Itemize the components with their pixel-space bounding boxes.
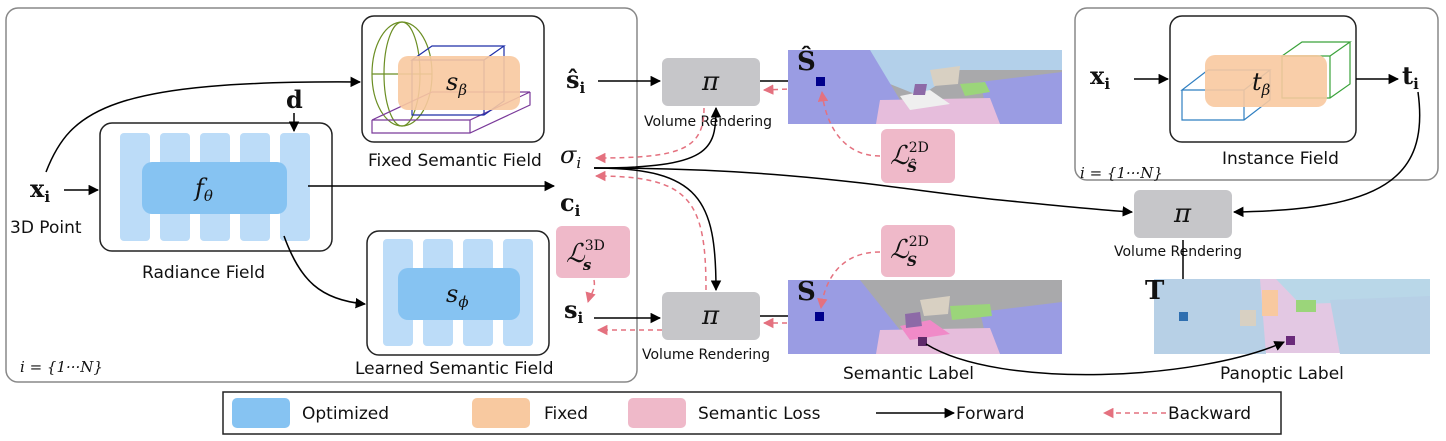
instance-label: Instance Field — [1222, 149, 1339, 169]
fixed-fn: sβ — [446, 68, 467, 99]
left-index-range: i = {1···N} — [20, 358, 103, 376]
arrow-sigma-to-pi-bottom — [593, 167, 722, 292]
pi-symbol-top: π — [701, 67, 720, 97]
instance-index-range: i = {1···N} — [1080, 164, 1163, 182]
back-loss2d-to-image — [817, 251, 881, 310]
pixel-marker-top — [816, 77, 825, 86]
legend-optimized: Optimized — [302, 404, 389, 424]
learned-label: Learned Semantic Field — [355, 359, 554, 379]
arrow-sigma-to-pi-right — [593, 167, 1134, 217]
input-point-symbol: xi — [30, 174, 50, 206]
legend-backward: Backward — [1168, 404, 1251, 424]
fixed-core — [398, 56, 520, 110]
pi-box-right — [1134, 190, 1232, 238]
sigma-i-symbol: σi — [560, 141, 581, 172]
pi-box-bottom — [662, 292, 760, 340]
instance-panel — [1074, 7, 1439, 181]
back-pitop-to-sigma — [594, 107, 705, 164]
render-label-bottom: Volume Rendering — [642, 347, 770, 363]
render-label-top: Volume Rendering — [644, 114, 772, 130]
loss-3d-box — [556, 226, 630, 278]
input-point-caption: 3D Point — [10, 218, 82, 238]
instance-x-symbol: xi — [1090, 61, 1110, 93]
t-i-symbol: ti — [1402, 61, 1419, 93]
arrow-x-to-fixed — [45, 76, 362, 173]
pixel-marker-bottom-2 — [918, 337, 927, 346]
view-direction-symbol: d — [286, 85, 303, 114]
loss-2d-hat-label: ℒ2D Ŝ — [890, 140, 929, 176]
panoptic-image — [1154, 279, 1430, 354]
c-i-symbol: ci — [560, 188, 581, 220]
instance-fn: tβ — [1252, 68, 1271, 99]
render-label-right: Volume Rendering — [1114, 244, 1242, 260]
learned-core — [398, 268, 520, 320]
semantic-label-caption: Semantic Label — [843, 364, 974, 384]
legend-swatch-fixed — [472, 398, 530, 428]
s-hat-image-label: Ŝ — [797, 45, 816, 77]
arrow-ti-to-pi — [1232, 91, 1421, 218]
loss-3d-label: ℒ3D s — [566, 238, 605, 274]
pixel-marker-bottom — [815, 312, 824, 321]
arrow-semantic-to-panoptic — [925, 341, 1285, 376]
loss-2d-hat-box — [881, 129, 955, 183]
panoptic-marker-2 — [1286, 336, 1295, 345]
s-image-label: S — [797, 277, 816, 307]
arrow-sigma-to-pi-top — [593, 106, 722, 169]
s-i-symbol: si — [564, 295, 584, 327]
legend-semantic-loss: Semantic Loss — [698, 404, 821, 424]
legend-fixed: Fixed — [544, 404, 588, 424]
t-image-label: T — [1145, 276, 1165, 306]
s-hat-i-symbol: ŝi — [566, 65, 586, 97]
legend-forward: Forward — [956, 404, 1024, 424]
loss-2d-label: ℒ2D S — [890, 234, 929, 270]
left-panel — [5, 7, 638, 383]
radiance-label: Radiance Field — [142, 263, 265, 283]
panoptic-marker-1 — [1179, 312, 1188, 321]
pi-box-top — [662, 58, 760, 106]
arrow-loss3d-to-si — [585, 279, 596, 304]
learned-fn: sϕ — [446, 280, 469, 311]
loss-2d-box — [881, 225, 955, 277]
pi-symbol-right: π — [1173, 199, 1192, 229]
arrow-radiance-to-learned — [283, 235, 367, 309]
legend-swatch-loss — [628, 398, 686, 428]
semantic-image-top — [788, 50, 1062, 124]
fixed-label: Fixed Semantic Field — [368, 151, 542, 171]
instance-core — [1205, 55, 1327, 107]
back-loss2dhat-to-image — [817, 90, 881, 157]
panoptic-label-caption: Panoptic Label — [1220, 364, 1344, 384]
pi-symbol-bottom: π — [701, 301, 720, 331]
legend-swatch-optimized — [232, 398, 290, 428]
back-pibottom-to-sigma — [594, 170, 707, 291]
radiance-core — [142, 162, 287, 214]
